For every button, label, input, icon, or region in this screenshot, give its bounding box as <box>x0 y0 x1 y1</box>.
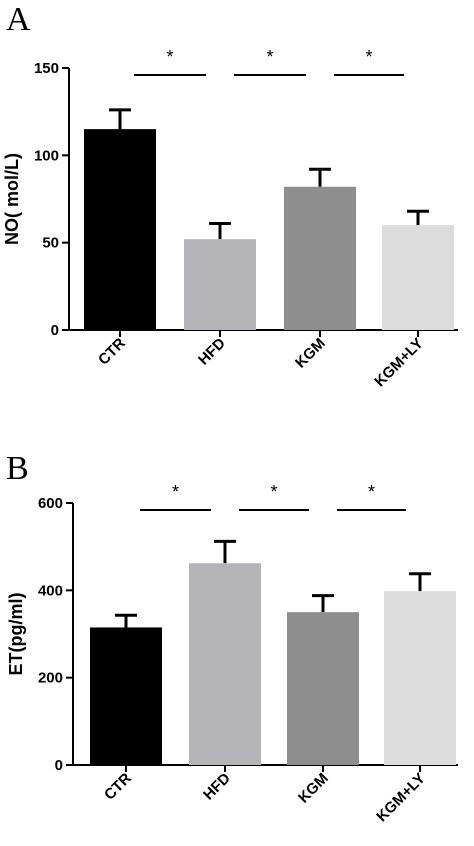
no-bar-chart: A 0 50 100 150 NO( mol/L) CTR HFD KGM KGM+LY * * * <box>2 1 458 391</box>
y-axis-label: NO( mol/L) <box>2 153 22 245</box>
category-label: CTR <box>101 770 135 804</box>
bar <box>90 627 162 765</box>
category-label: HFD <box>200 770 234 804</box>
bar <box>384 591 456 765</box>
category-label: KGM+LY <box>373 770 429 826</box>
y-tick-label: 200 <box>38 670 63 687</box>
y-axis-label: ET(pg/ml) <box>6 593 26 676</box>
chart-panel-a: A 0 50 100 150 NO( mol/L) CTR HFD KGM KGM+LY * * * <box>2 1 458 391</box>
bar <box>184 239 256 330</box>
bar <box>382 225 454 330</box>
category-label: CTR <box>95 335 129 369</box>
y-tick-label: 100 <box>34 147 59 164</box>
significance-star: * <box>368 482 375 502</box>
category-label: KGM <box>295 770 332 807</box>
category-label: KGM <box>292 335 329 372</box>
chart-panel-b: B 0 200 400 600 ET(pg/ml) CTR HFD KGM KGM+LY * * * <box>0 423 474 846</box>
y-tick-label: 0 <box>51 322 59 339</box>
bar <box>284 186 356 330</box>
y-tick-label: 600 <box>38 495 63 512</box>
bar <box>84 129 156 330</box>
y-tick-label: 150 <box>34 60 59 77</box>
significance-star: * <box>365 47 372 67</box>
significance-star: * <box>172 482 179 502</box>
bar <box>189 563 261 765</box>
panel-letter-a: A <box>6 1 31 38</box>
category-label: HFD <box>195 335 229 369</box>
panel-letter-b: B <box>6 450 29 487</box>
significance-star: * <box>266 47 273 67</box>
significance-star: * <box>166 47 173 67</box>
significance-star: * <box>270 482 277 502</box>
bar <box>287 612 359 765</box>
category-label: KGM+LY <box>371 335 427 391</box>
y-tick-label: 50 <box>42 235 59 252</box>
et-bar-chart: B 0 200 400 600 ET(pg/ml) CTR HFD KGM KGM+LY * * * <box>6 450 458 826</box>
y-tick-label: 0 <box>55 757 63 774</box>
y-tick-label: 400 <box>38 582 63 599</box>
